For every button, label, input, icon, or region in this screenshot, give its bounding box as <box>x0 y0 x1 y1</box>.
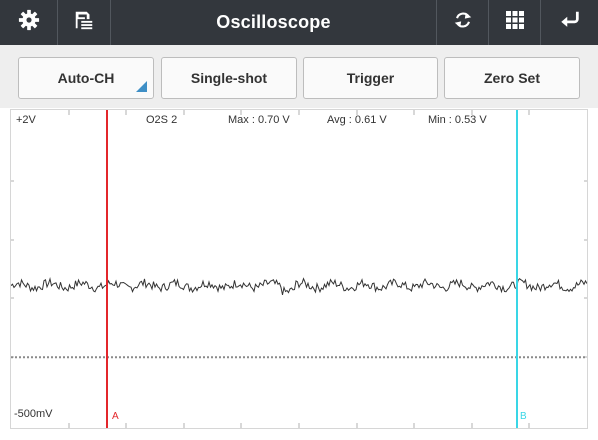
back-button[interactable] <box>540 0 598 45</box>
channel-label: O2S 2 <box>146 114 178 126</box>
signal-trace <box>11 276 587 295</box>
scope-canvas <box>11 110 587 428</box>
dropdown-corner-icon <box>136 81 147 92</box>
save-list-icon <box>73 9 95 36</box>
scope-display[interactable]: +2V O2S 2 Max : 0.70 V Avg : 0.61 V Min … <box>10 109 588 429</box>
back-icon <box>559 9 581 36</box>
grid-icon <box>505 10 525 35</box>
toolbar: Auto-CH Single-shot Trigger Zero Set <box>0 45 598 108</box>
save-button[interactable] <box>58 0 111 45</box>
y-min-label: -500mV <box>14 408 53 420</box>
page-title: Oscilloscope <box>216 12 331 32</box>
auto-ch-label: Auto-CH <box>57 70 115 86</box>
max-readout: Max : 0.70 V <box>228 114 290 126</box>
refresh-icon <box>452 9 474 36</box>
refresh-button[interactable] <box>436 0 488 45</box>
avg-readout: Avg : 0.61 V <box>327 114 387 126</box>
settings-button[interactable] <box>0 0 58 45</box>
min-readout: Min : 0.53 V <box>428 114 487 126</box>
cursor-b-label[interactable]: B <box>520 411 527 422</box>
auto-ch-button[interactable]: Auto-CH <box>18 57 154 99</box>
title-bar: Oscilloscope <box>0 0 598 45</box>
cursor-a-label[interactable]: A <box>112 411 119 422</box>
gear-icon <box>18 9 40 36</box>
scope-ticks <box>11 110 587 428</box>
zero-set-button[interactable]: Zero Set <box>444 57 580 99</box>
grid-button[interactable] <box>488 0 540 45</box>
trigger-button[interactable]: Trigger <box>303 57 438 99</box>
y-max-label: +2V <box>16 114 36 126</box>
single-shot-button[interactable]: Single-shot <box>161 57 297 99</box>
